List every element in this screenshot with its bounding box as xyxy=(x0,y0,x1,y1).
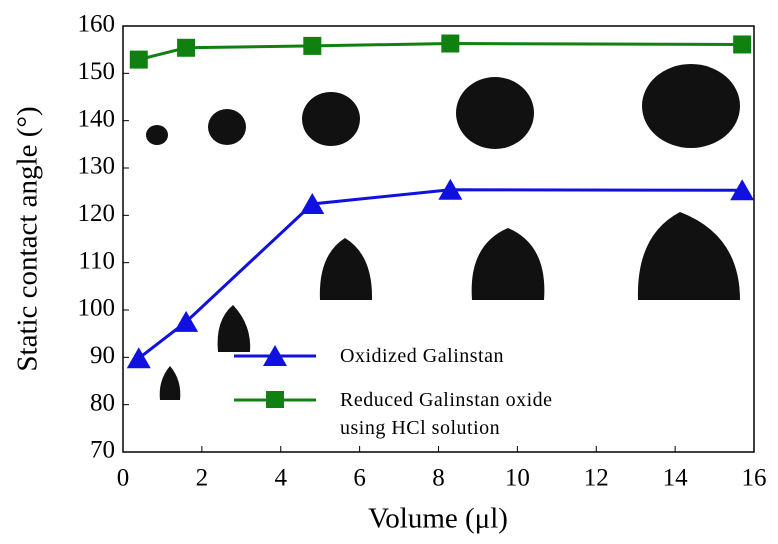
y-tick-label: 140 xyxy=(78,105,116,132)
droplet-image xyxy=(302,92,360,146)
x-tick-label: 12 xyxy=(584,465,609,492)
marker xyxy=(177,39,195,57)
marker xyxy=(733,35,751,53)
x-tick-label: 14 xyxy=(663,465,689,492)
x-tick-label: 4 xyxy=(275,465,288,492)
x-tick-label: 16 xyxy=(742,465,767,492)
series-line xyxy=(139,44,742,60)
y-tick-label: 160 xyxy=(78,11,116,38)
y-tick-label: 130 xyxy=(78,153,116,180)
x-tick-label: 0 xyxy=(117,465,130,492)
x-tick-label: 8 xyxy=(432,465,445,492)
droplet-image xyxy=(472,228,545,300)
droplet-image xyxy=(456,77,534,149)
droplet-image xyxy=(208,109,246,145)
y-tick-label: 100 xyxy=(78,295,116,322)
droplet-image xyxy=(642,64,740,148)
y-tick-label: 150 xyxy=(78,58,116,85)
marker xyxy=(441,35,459,53)
droplet-image xyxy=(638,212,740,300)
y-tick-label: 120 xyxy=(78,200,116,227)
x-tick-label: 6 xyxy=(353,465,366,492)
droplet-image xyxy=(320,238,372,300)
legend-label: Reduced Galinstan oxide using HCl soluti… xyxy=(340,386,560,442)
y-tick-label: 70 xyxy=(90,437,115,464)
y-tick-label: 110 xyxy=(78,247,115,274)
y-tick-label: 80 xyxy=(90,389,115,416)
figure: Volume (μl) Static contact angle (°) 0 2 4… xyxy=(0,0,778,544)
x-tick-label: 10 xyxy=(505,465,530,492)
marker xyxy=(303,37,321,55)
x-tick-label: 2 xyxy=(196,465,209,492)
chart: Volume (μl) Static contact angle (°) 0 2 4… xyxy=(0,0,778,544)
marker xyxy=(130,51,148,69)
marker xyxy=(266,391,284,408)
legend-label: Oxidized Galinstan xyxy=(340,342,560,370)
legend-swatch xyxy=(232,376,322,408)
y-axis-label: Static contact angle (°) xyxy=(12,106,44,371)
droplet-image xyxy=(146,125,168,145)
legend-swatch xyxy=(232,340,322,372)
x-axis-label: Volume (μl) xyxy=(368,503,508,535)
droplet-image xyxy=(160,366,181,400)
y-tick-label: 90 xyxy=(90,342,115,369)
